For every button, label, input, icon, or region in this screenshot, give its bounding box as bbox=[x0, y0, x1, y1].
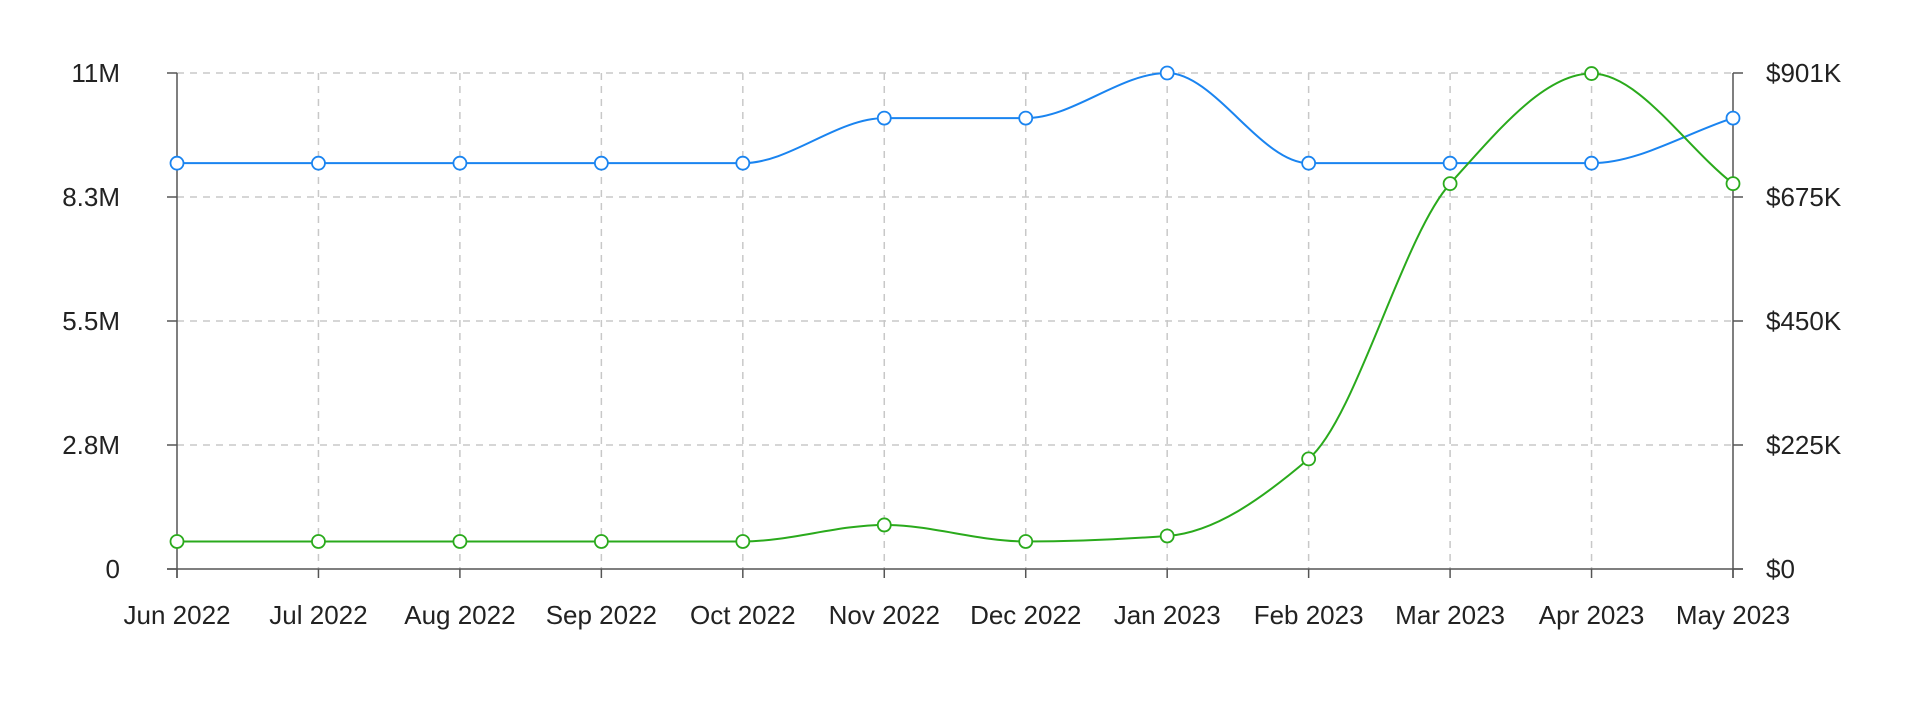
data-point[interactable] bbox=[1725, 110, 1741, 126]
data-point[interactable] bbox=[452, 534, 468, 549]
x-tick-label: May 2023 bbox=[1676, 600, 1790, 630]
x-tick-label: Jul 2022 bbox=[269, 600, 367, 630]
y-left-tick-label: 0 bbox=[106, 554, 120, 584]
data-point[interactable] bbox=[1159, 65, 1175, 81]
y-right-tick-label: $901K bbox=[1766, 58, 1842, 88]
x-tick-label: Oct 2022 bbox=[690, 600, 796, 630]
x-tick-label: Mar 2023 bbox=[1395, 600, 1505, 630]
y-left-tick-label: 2.8M bbox=[62, 430, 120, 460]
y-right-tick-label: $450K bbox=[1766, 306, 1842, 336]
y-left-tick-label: 8.3M bbox=[62, 182, 120, 212]
data-point[interactable] bbox=[1301, 451, 1317, 467]
data-point[interactable] bbox=[1584, 66, 1599, 81]
data-point[interactable] bbox=[1018, 534, 1034, 549]
data-point[interactable] bbox=[452, 155, 468, 171]
y-left-tick-label: 11M bbox=[71, 58, 120, 88]
data-point[interactable] bbox=[1442, 176, 1458, 192]
x-tick-label: Jun 2022 bbox=[124, 600, 231, 630]
y-right-tick-label: $675K bbox=[1766, 182, 1842, 212]
x-tick-label: Aug 2022 bbox=[404, 600, 515, 630]
data-point[interactable] bbox=[876, 517, 892, 533]
x-tick-label: Nov 2022 bbox=[829, 600, 940, 630]
data-point[interactable] bbox=[1725, 176, 1741, 192]
axes bbox=[167, 72, 1743, 578]
data-point[interactable] bbox=[735, 534, 751, 549]
series-2 bbox=[169, 66, 1741, 549]
x-tick-label: Feb 2023 bbox=[1254, 600, 1364, 630]
y-right-tick-label: $225K bbox=[1766, 430, 1842, 460]
grid bbox=[177, 72, 1733, 569]
series-line bbox=[176, 72, 1734, 543]
data-point[interactable] bbox=[1442, 155, 1458, 171]
data-point[interactable] bbox=[1584, 155, 1599, 171]
data-point[interactable] bbox=[1301, 155, 1317, 171]
x-tick-label: Dec 2022 bbox=[970, 600, 1081, 630]
data-point[interactable] bbox=[876, 110, 892, 126]
data-point[interactable] bbox=[593, 534, 609, 549]
data-point[interactable] bbox=[311, 534, 326, 549]
series-layer bbox=[169, 65, 1741, 549]
series-line bbox=[177, 71, 1734, 165]
data-point[interactable] bbox=[1159, 528, 1175, 544]
data-point[interactable] bbox=[169, 534, 185, 549]
y-left-tick-label: 5.5M bbox=[62, 306, 120, 336]
x-tick-label: Sep 2022 bbox=[546, 600, 657, 630]
x-tick-label: Jan 2023 bbox=[1114, 600, 1221, 630]
y-right-tick-label: $0 bbox=[1766, 554, 1795, 584]
data-point[interactable] bbox=[593, 155, 609, 171]
x-tick-label: Apr 2023 bbox=[1539, 600, 1645, 630]
data-point[interactable] bbox=[735, 155, 751, 171]
series-1 bbox=[169, 65, 1741, 171]
data-point[interactable] bbox=[311, 155, 326, 171]
data-point[interactable] bbox=[169, 155, 185, 171]
data-point[interactable] bbox=[1018, 110, 1034, 126]
tick-labels: 0 $0 2.8M $225K 5.5M $450K 8.3M $675K 11M $901K Ju… bbox=[62, 58, 1842, 630]
